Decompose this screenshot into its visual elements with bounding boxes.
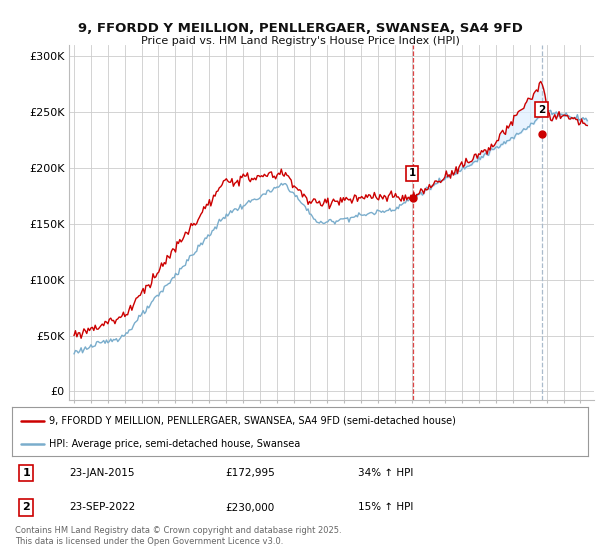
Text: £230,000: £230,000 — [225, 502, 274, 512]
Text: 1: 1 — [409, 169, 416, 179]
Text: 2: 2 — [538, 105, 545, 115]
Text: 9, FFORDD Y MEILLION, PENLLERGAER, SWANSEA, SA4 9FD (semi-detached house): 9, FFORDD Y MEILLION, PENLLERGAER, SWANS… — [49, 416, 457, 426]
Text: 23-JAN-2015: 23-JAN-2015 — [70, 468, 135, 478]
Text: Contains HM Land Registry data © Crown copyright and database right 2025.
This d: Contains HM Land Registry data © Crown c… — [15, 526, 341, 546]
Text: £172,995: £172,995 — [225, 468, 275, 478]
Text: 23-SEP-2022: 23-SEP-2022 — [70, 502, 136, 512]
Text: 1: 1 — [23, 468, 30, 478]
Text: 15% ↑ HPI: 15% ↑ HPI — [358, 502, 413, 512]
Text: 2: 2 — [23, 502, 30, 512]
Text: 34% ↑ HPI: 34% ↑ HPI — [358, 468, 413, 478]
Text: 9, FFORDD Y MEILLION, PENLLERGAER, SWANSEA, SA4 9FD: 9, FFORDD Y MEILLION, PENLLERGAER, SWANS… — [77, 22, 523, 35]
Text: HPI: Average price, semi-detached house, Swansea: HPI: Average price, semi-detached house,… — [49, 438, 301, 449]
Text: Price paid vs. HM Land Registry's House Price Index (HPI): Price paid vs. HM Land Registry's House … — [140, 36, 460, 46]
